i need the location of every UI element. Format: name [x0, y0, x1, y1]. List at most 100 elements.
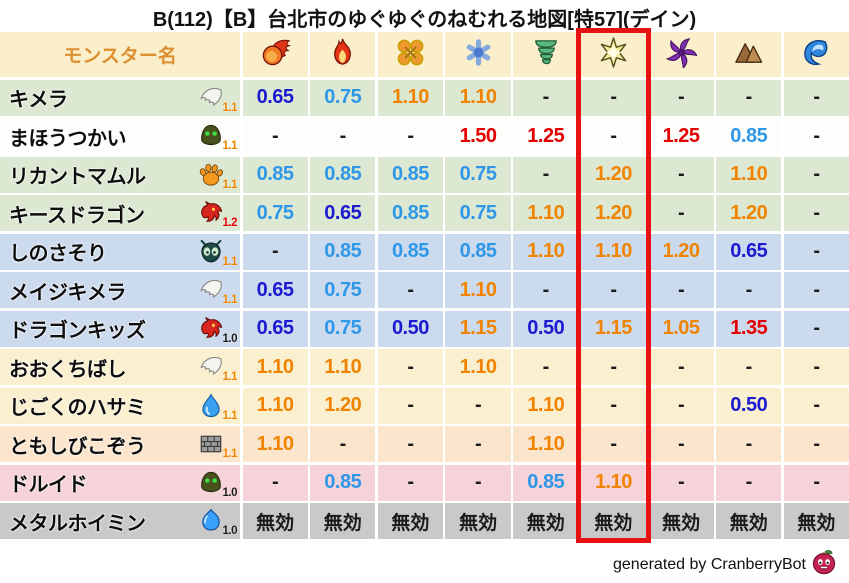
resistance-value-cell: -	[783, 310, 849, 347]
resistance-value-cell: 0.65	[716, 233, 782, 270]
resistance-value-cell: -	[648, 387, 714, 424]
paw-icon: 1.1	[198, 162, 237, 191]
resistance-value-cell: 1.10	[513, 426, 579, 462]
resistance-value-cell: -	[242, 464, 308, 501]
resistance-value-cell: -	[648, 464, 714, 501]
monster-name-cell: キメラ 1.1	[0, 79, 240, 116]
monster-name: じごくのハサミ	[9, 397, 146, 419]
dragon-icon: 1.0	[198, 316, 237, 345]
monster-name: キメラ	[9, 89, 68, 111]
resistance-value-cell: 0.75	[445, 156, 511, 193]
tornado-icon	[530, 37, 561, 73]
hood-icon: 1.1	[198, 123, 237, 152]
resistance-value-cell: 0.85	[310, 233, 376, 270]
resistance-value-cell: 1.15	[445, 310, 511, 347]
resistance-value-cell: 無効	[580, 503, 646, 539]
resistance-value-cell: 0.85	[513, 464, 579, 501]
resistance-value-cell: 1.10	[580, 233, 646, 270]
resistance-value-cell: 0.75	[310, 79, 376, 116]
resistance-value-cell: -	[513, 156, 579, 193]
resistance-value-cell: 0.75	[242, 195, 308, 231]
resistance-value-cell: -	[377, 272, 443, 308]
resistance-value-cell: 0.65	[310, 195, 376, 231]
resistance-value-cell: -	[716, 464, 782, 501]
fireball-icon	[260, 37, 291, 73]
resistance-value-cell: -	[783, 79, 849, 116]
resistance-value-cell: 1.20	[310, 387, 376, 424]
page-title: B(112)【B】台北市のゆぐゆぐのねむれる地図[特57](デイン)	[152, 9, 697, 31]
element-column-header-explosion	[377, 32, 443, 77]
resistance-value-cell: 1.05	[648, 310, 714, 347]
resistance-value-cell: 1.20	[648, 233, 714, 270]
monster-name: リカントマムル	[9, 166, 146, 188]
resistance-value-cell: -	[783, 426, 849, 462]
monster-name: しのさそり	[9, 243, 107, 265]
spark-icon	[598, 36, 629, 73]
resistance-value-cell: -	[648, 195, 714, 231]
monster-name: ともしびこぞう	[9, 435, 146, 458]
resistance-value-cell: 無効	[445, 503, 511, 539]
snowflake-icon	[463, 37, 494, 73]
rate-badge: 1.2	[222, 217, 238, 229]
resistance-value-cell: 無効	[783, 503, 849, 539]
resistance-value-cell: -	[716, 426, 782, 462]
resistance-value-cell: 0.85	[377, 233, 443, 270]
resistance-value-cell: -	[648, 349, 714, 385]
monster-name: メイジキメラ	[9, 281, 127, 304]
resistance-value-cell: 1.20	[580, 156, 646, 193]
resistance-value-cell: 0.65	[242, 272, 308, 308]
resistance-value-cell: -	[716, 349, 782, 385]
resistance-value-cell: -	[783, 464, 849, 501]
resistance-value-cell: 0.85	[445, 233, 511, 270]
resistance-value-cell: 1.10	[716, 156, 782, 193]
flame-icon	[327, 37, 358, 73]
monster-name-cell: キースドラゴン 1.2	[0, 195, 240, 231]
rate-badge: 1.0	[222, 486, 238, 499]
resistance-value-cell: -	[445, 426, 511, 462]
resistance-value-cell: -	[513, 272, 579, 308]
monster-name-cell: ドラゴンキッズ 1.0	[0, 310, 240, 347]
resistance-value-cell: 0.50	[377, 310, 443, 347]
monster-name-cell: メタルホイミン 1.0	[0, 503, 240, 539]
resistance-value-cell: 無効	[513, 503, 579, 539]
resistance-value-cell: 無効	[716, 503, 782, 539]
resistance-value-cell: -	[580, 272, 646, 308]
resistance-value-cell: 1.20	[580, 195, 646, 231]
resistance-value-cell: 1.10	[242, 349, 308, 385]
resistance-value-cell: -	[377, 349, 443, 385]
monster-name-cell: まほうつかい 1.1	[0, 118, 240, 154]
resistance-value-cell: 無効	[242, 503, 308, 539]
resistance-value-cell: 0.85	[310, 464, 376, 501]
resistance-value-cell: -	[377, 426, 443, 462]
footer-credit: generated by CranberryBot	[613, 549, 837, 580]
element-column-header-water	[783, 32, 849, 77]
resistance-value-cell: -	[445, 387, 511, 424]
resistance-value-cell: -	[377, 464, 443, 501]
rate-badge: 1.1	[222, 178, 238, 191]
resistance-value-cell: -	[783, 387, 849, 424]
element-column-header-wind	[513, 32, 579, 77]
element-column-header-ice	[445, 32, 511, 77]
resistance-value-cell: -	[513, 349, 579, 385]
resistance-value-cell: -	[783, 195, 849, 231]
monster-name: おおくちばし	[9, 358, 127, 381]
monster-name-cell: ともしびこぞう 1.1	[0, 426, 240, 462]
monster-name-cell: しのさそり 1.1	[0, 233, 240, 270]
resistance-value-cell: 0.50	[513, 310, 579, 347]
cranberry-icon	[811, 549, 837, 580]
resistance-value-cell: 1.10	[242, 426, 308, 462]
mountain-icon	[733, 37, 764, 73]
rate-badge: 1.0	[222, 525, 238, 537]
resistance-value-cell: 1.10	[445, 349, 511, 385]
resistance-value-cell: -	[580, 426, 646, 462]
resistance-value-cell: 0.85	[242, 156, 308, 193]
monster-name: キースドラゴン	[9, 204, 145, 227]
resistance-value-cell: -	[580, 349, 646, 385]
rate-badge: 1.1	[222, 448, 238, 460]
resistance-value-cell: -	[648, 156, 714, 193]
wing-icon: 1.1	[198, 85, 237, 114]
resistance-value-cell: -	[377, 387, 443, 424]
slime-icon: 1.0	[198, 508, 237, 537]
resistance-value-cell: 0.65	[242, 310, 308, 347]
resistance-value-cell: -	[783, 233, 849, 270]
